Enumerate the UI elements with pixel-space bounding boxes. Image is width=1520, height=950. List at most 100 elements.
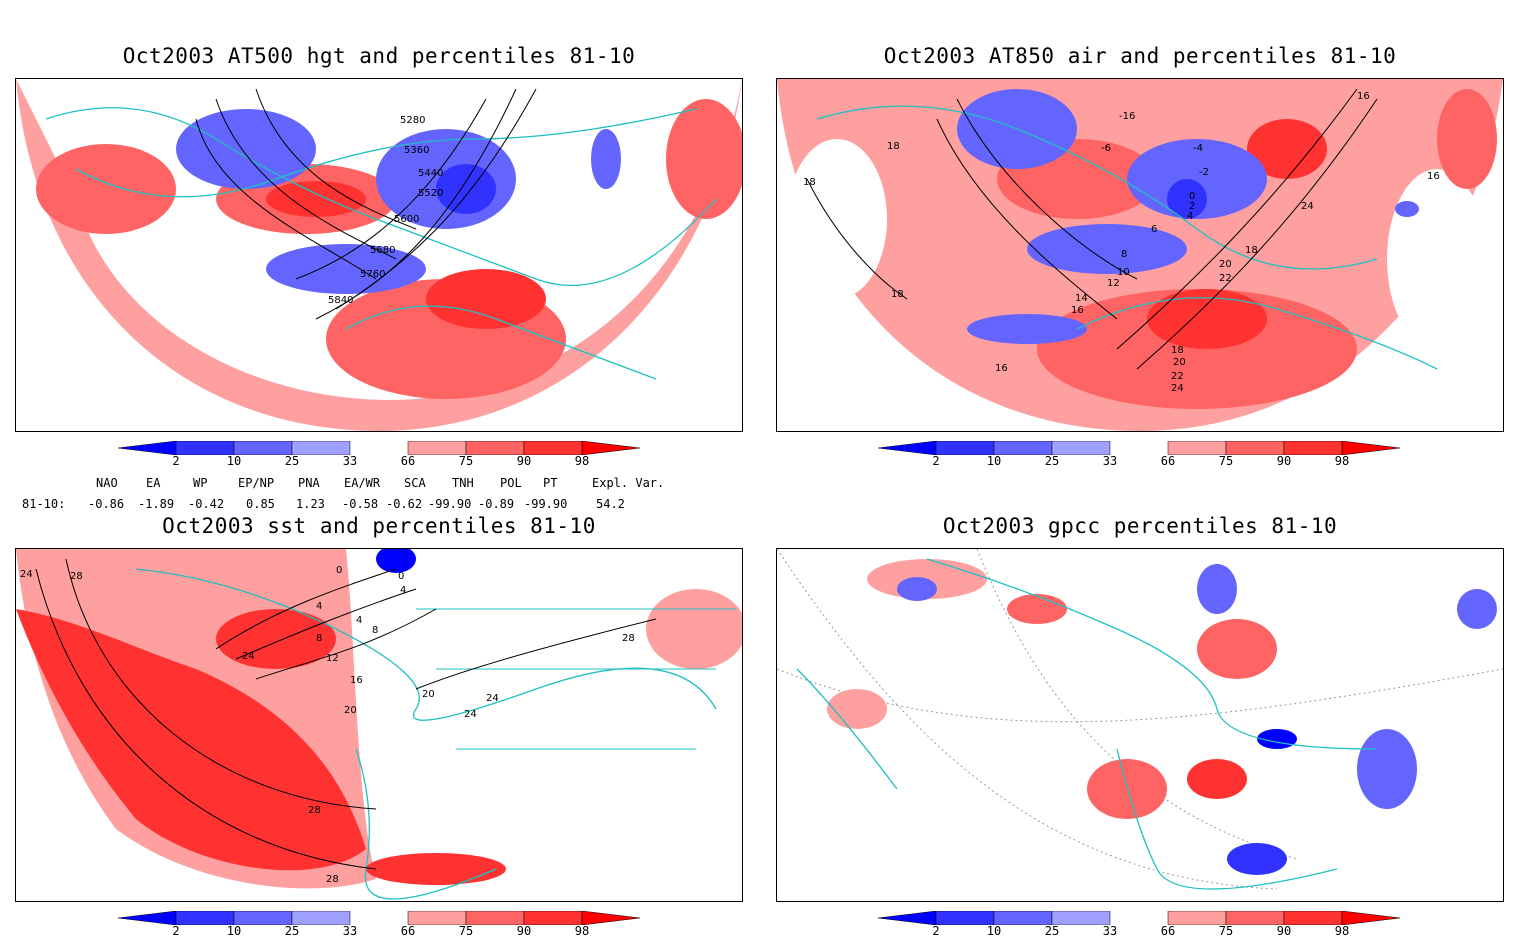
contour-label: -16 — [1119, 111, 1135, 122]
contour-label: 16 — [1357, 91, 1370, 102]
teleconn-value: -0.42 — [188, 497, 225, 511]
teleconn-header: SCA — [404, 476, 426, 490]
colorbar-segment — [117, 440, 177, 456]
colorbar-segment — [1167, 440, 1227, 456]
contour-label: -2 — [1199, 167, 1209, 178]
colorbar-segment — [1167, 910, 1227, 926]
colorbar-tick: 90 — [1276, 924, 1292, 938]
colorbar-tick: 2 — [932, 924, 940, 938]
colorbar-segment — [1283, 910, 1343, 926]
teleconn-header: Expl. Var. — [592, 476, 665, 490]
teleconn-value: -1.89 — [138, 497, 175, 511]
teleconn-header: EP/NP — [238, 476, 275, 490]
contour-label: 20 — [1173, 357, 1186, 368]
contour-label: 20 — [422, 689, 435, 700]
teleconn-header: PT — [543, 476, 558, 490]
colorbar-segment — [581, 440, 641, 456]
contour-label: 18 — [803, 177, 816, 188]
contour-label: 28 — [70, 571, 83, 582]
contour-label: 24 — [1171, 383, 1184, 394]
panel-title-air850: Oct2003 AT850 air and percentiles 81-10 — [883, 44, 1397, 68]
contour-label: 20 — [1219, 259, 1232, 270]
contour-label: 4 — [316, 601, 322, 612]
colorbar-tick: 25 — [284, 454, 300, 468]
colorbar-segment — [407, 440, 467, 456]
contour-label: 4 — [400, 585, 406, 596]
contour-label: 10 — [1117, 267, 1130, 278]
teleconn-header: EA — [146, 476, 161, 490]
colorbar-tick: 98 — [1334, 924, 1350, 938]
teleconn-value: -99.90 — [524, 497, 568, 511]
contour-label: 5680 — [370, 245, 395, 256]
colorbar-segment — [1225, 910, 1285, 926]
panel-title-sst: Oct2003 sst and percentiles 81-10 — [162, 514, 596, 538]
colorbar-tick: 75 — [1218, 454, 1234, 468]
teleconn-value: -0.58 — [342, 497, 379, 511]
colorbar-segment — [993, 910, 1053, 926]
colorbar-tick: 33 — [342, 454, 358, 468]
colorbar-segment — [877, 910, 937, 926]
map-gpcc — [776, 548, 1504, 902]
contour-label: 24 — [486, 693, 499, 704]
contour-label: 8 — [372, 625, 378, 636]
contour-label: -4 — [1193, 143, 1203, 154]
colorbar-segment — [523, 910, 583, 926]
teleconn-value: 1.23 — [296, 497, 325, 511]
colorbar-bottom-left: 2 10 25 33 66 75 90 98 — [117, 910, 658, 950]
contour-label: 18 — [1171, 345, 1184, 356]
colorbar-tick: 90 — [516, 924, 532, 938]
contour-label: 24 — [1301, 201, 1314, 212]
colorbar-tick: 33 — [1102, 924, 1118, 938]
colorbar-tick: 2 — [932, 454, 940, 468]
contour-label: 6 — [1151, 224, 1157, 235]
contour-label: 5520 — [418, 188, 443, 199]
contour-label: 18 — [891, 289, 904, 300]
contour-label: 8 — [1121, 249, 1127, 260]
teleconn-value: -0.62 — [386, 497, 423, 511]
contour-label: 24 — [242, 651, 255, 662]
colorbar-tick: 10 — [986, 454, 1002, 468]
colorbar-segment — [935, 440, 995, 456]
contour-label: 0 — [336, 565, 342, 576]
teleconn-value: 54.2 — [596, 497, 625, 511]
contour-label: 5760 — [360, 269, 385, 280]
contour-label: 28 — [308, 805, 321, 816]
panel-title-hgt500: Oct2003 AT500 hgt and percentiles 81-10 — [122, 44, 636, 68]
contour-label: 22 — [1219, 273, 1232, 284]
colorbar-segment — [993, 440, 1053, 456]
panel-title-gpcc: Oct2003 gpcc percentiles 81-10 — [942, 514, 1338, 538]
colorbar-segment — [1283, 440, 1343, 456]
colorbar-segment — [1051, 910, 1111, 926]
contour-label: 18 — [1245, 245, 1258, 256]
colorbar-tick: 25 — [1044, 924, 1060, 938]
contour-label: 14 — [1075, 293, 1088, 304]
colorbar-tick: 10 — [986, 924, 1002, 938]
colorbar-segment — [877, 440, 937, 456]
map-sst: 24 28 0 0 4 4 4 8 8 12 24 16 20 20 24 24… — [15, 548, 743, 902]
contour-label: 0 — [398, 571, 404, 582]
colorbar-tick: 98 — [574, 454, 590, 468]
colorbar-segment — [1225, 440, 1285, 456]
colorbar-segment — [233, 910, 293, 926]
colorbar-segment — [581, 910, 641, 926]
colorbar-tick: 2 — [172, 924, 180, 938]
colorbar-tick: 10 — [226, 454, 242, 468]
contour-label: -6 — [1101, 143, 1111, 154]
colorbar-segment — [175, 440, 235, 456]
colorbar-tick: 75 — [1218, 924, 1234, 938]
colorbar-segment — [1051, 440, 1111, 456]
colorbar-segment — [291, 440, 351, 456]
contour-label: 4 — [1187, 211, 1193, 222]
colorbar-segment — [117, 910, 177, 926]
contour-label: 24 — [464, 709, 477, 720]
contour-label: 5600 — [394, 214, 419, 225]
colorbar-tick: 33 — [1102, 454, 1118, 468]
colorbar-segment — [1341, 910, 1401, 926]
colorbar-tick: 90 — [1276, 454, 1292, 468]
contour-label: 5360 — [404, 145, 429, 156]
colorbar-segment — [1341, 440, 1401, 456]
contour-label: 24 — [20, 569, 33, 580]
colorbar-top-left: 2 10 25 33 66 75 90 98 — [117, 440, 658, 480]
teleconn-header: POL — [500, 476, 522, 490]
colorbar-tick: 25 — [284, 924, 300, 938]
